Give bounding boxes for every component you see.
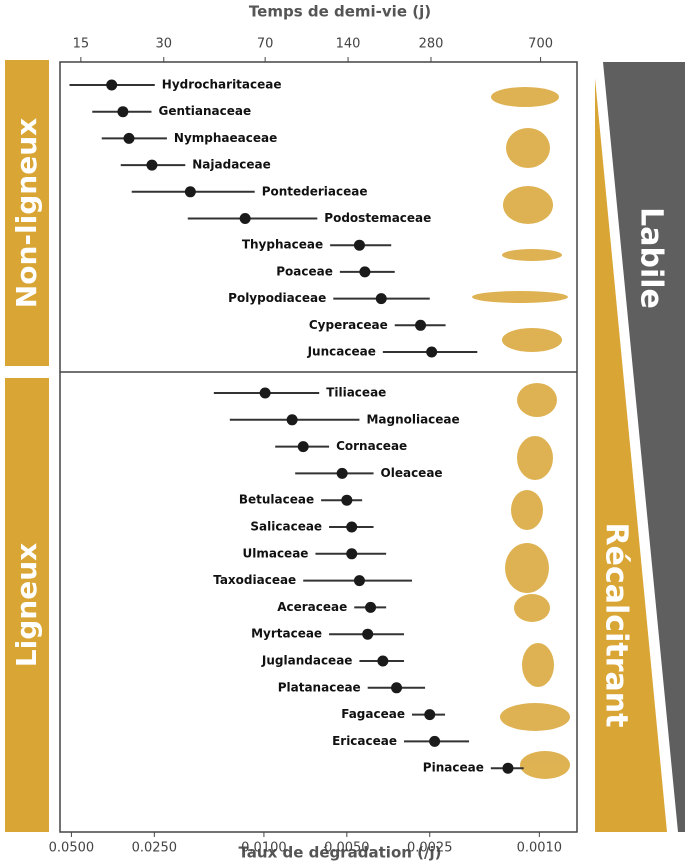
point bbox=[123, 132, 135, 144]
x2-axis-title: Temps de demi-vie (j) bbox=[249, 3, 431, 21]
point bbox=[353, 239, 365, 251]
point bbox=[359, 266, 371, 278]
labile-wedge bbox=[603, 62, 685, 832]
point bbox=[429, 735, 441, 747]
point bbox=[146, 159, 158, 171]
category-label: Cyperaceae bbox=[309, 318, 388, 332]
category-label: Hydrocharitaceae bbox=[162, 78, 282, 92]
category-label: Nymphaeaceae bbox=[174, 131, 277, 145]
category-label: Podostemaceae bbox=[324, 211, 431, 225]
point bbox=[353, 575, 365, 587]
point bbox=[336, 467, 348, 479]
x2-tick-label: 140 bbox=[336, 37, 361, 52]
point bbox=[259, 387, 271, 399]
point bbox=[375, 293, 387, 305]
category-label: Juncaceae bbox=[307, 345, 376, 359]
x-axis-title: Taux de dégradation (/j) bbox=[238, 844, 441, 862]
gradient-label: Récalcitrant bbox=[599, 523, 634, 728]
point bbox=[286, 414, 298, 426]
category-label: Fagaceae bbox=[341, 707, 405, 721]
point bbox=[346, 521, 358, 533]
point bbox=[106, 79, 118, 91]
category-label: Najadaceae bbox=[192, 158, 271, 172]
category-label: Juglandaceae bbox=[261, 654, 353, 668]
point bbox=[341, 494, 353, 506]
point bbox=[346, 548, 358, 560]
point bbox=[239, 213, 251, 224]
gradient-label: Labile bbox=[634, 207, 669, 309]
group-label: Ligneux bbox=[10, 543, 43, 667]
x-tick-label: 0.0100 bbox=[241, 841, 287, 856]
point bbox=[502, 762, 514, 774]
category-label: Aceraceae bbox=[277, 600, 347, 614]
x2-tick-label: 280 bbox=[419, 37, 444, 52]
point bbox=[377, 655, 389, 667]
point bbox=[297, 441, 309, 453]
leaf-icons bbox=[472, 87, 570, 779]
category-label: Cornaceae bbox=[336, 439, 407, 453]
x-tick-label: 0.0010 bbox=[517, 841, 563, 856]
point bbox=[415, 319, 427, 331]
point bbox=[365, 601, 377, 613]
x2-tick-label: 70 bbox=[257, 37, 274, 52]
x2-tick-label: 700 bbox=[528, 37, 553, 52]
x-tick-label: 0.0500 bbox=[49, 841, 95, 856]
point bbox=[117, 106, 129, 118]
category-label: Taxodiaceae bbox=[213, 573, 296, 587]
point bbox=[424, 709, 436, 721]
group-band bbox=[5, 60, 49, 366]
category-label: Ericaceae bbox=[332, 734, 397, 748]
category-label: Myrtaceae bbox=[251, 627, 322, 641]
x-tick-label: 0.0250 bbox=[132, 841, 178, 856]
x2-tick-label: 30 bbox=[156, 37, 173, 52]
category-label: Thyphaceae bbox=[242, 238, 323, 252]
category-label: Pontederiaceae bbox=[262, 184, 368, 198]
category-label: Gentianaceae bbox=[158, 104, 251, 118]
x-tick-label: 0.0025 bbox=[407, 841, 453, 856]
point bbox=[391, 682, 403, 694]
category-label: Pinaceae bbox=[423, 761, 484, 775]
category-label: Platanaceae bbox=[278, 680, 361, 694]
group-band bbox=[5, 378, 49, 832]
category-label: Polypodiaceae bbox=[228, 291, 326, 305]
category-label: Oleaceae bbox=[381, 466, 443, 480]
category-label: Salicaceae bbox=[250, 520, 322, 534]
recalcitrant-wedge bbox=[595, 78, 667, 832]
category-label: Magnoliaceae bbox=[366, 412, 459, 426]
category-label: Tiliaceae bbox=[326, 386, 386, 400]
point bbox=[426, 346, 438, 358]
point bbox=[362, 628, 374, 640]
group-label: Non-ligneux bbox=[10, 118, 43, 308]
x-tick-label: 0.0050 bbox=[324, 841, 370, 856]
category-label: Betulaceae bbox=[239, 493, 314, 507]
point bbox=[184, 186, 196, 198]
category-label: Ulmaceae bbox=[242, 546, 308, 560]
x2-tick-label: 15 bbox=[73, 37, 90, 52]
category-label: Poaceae bbox=[276, 264, 333, 278]
